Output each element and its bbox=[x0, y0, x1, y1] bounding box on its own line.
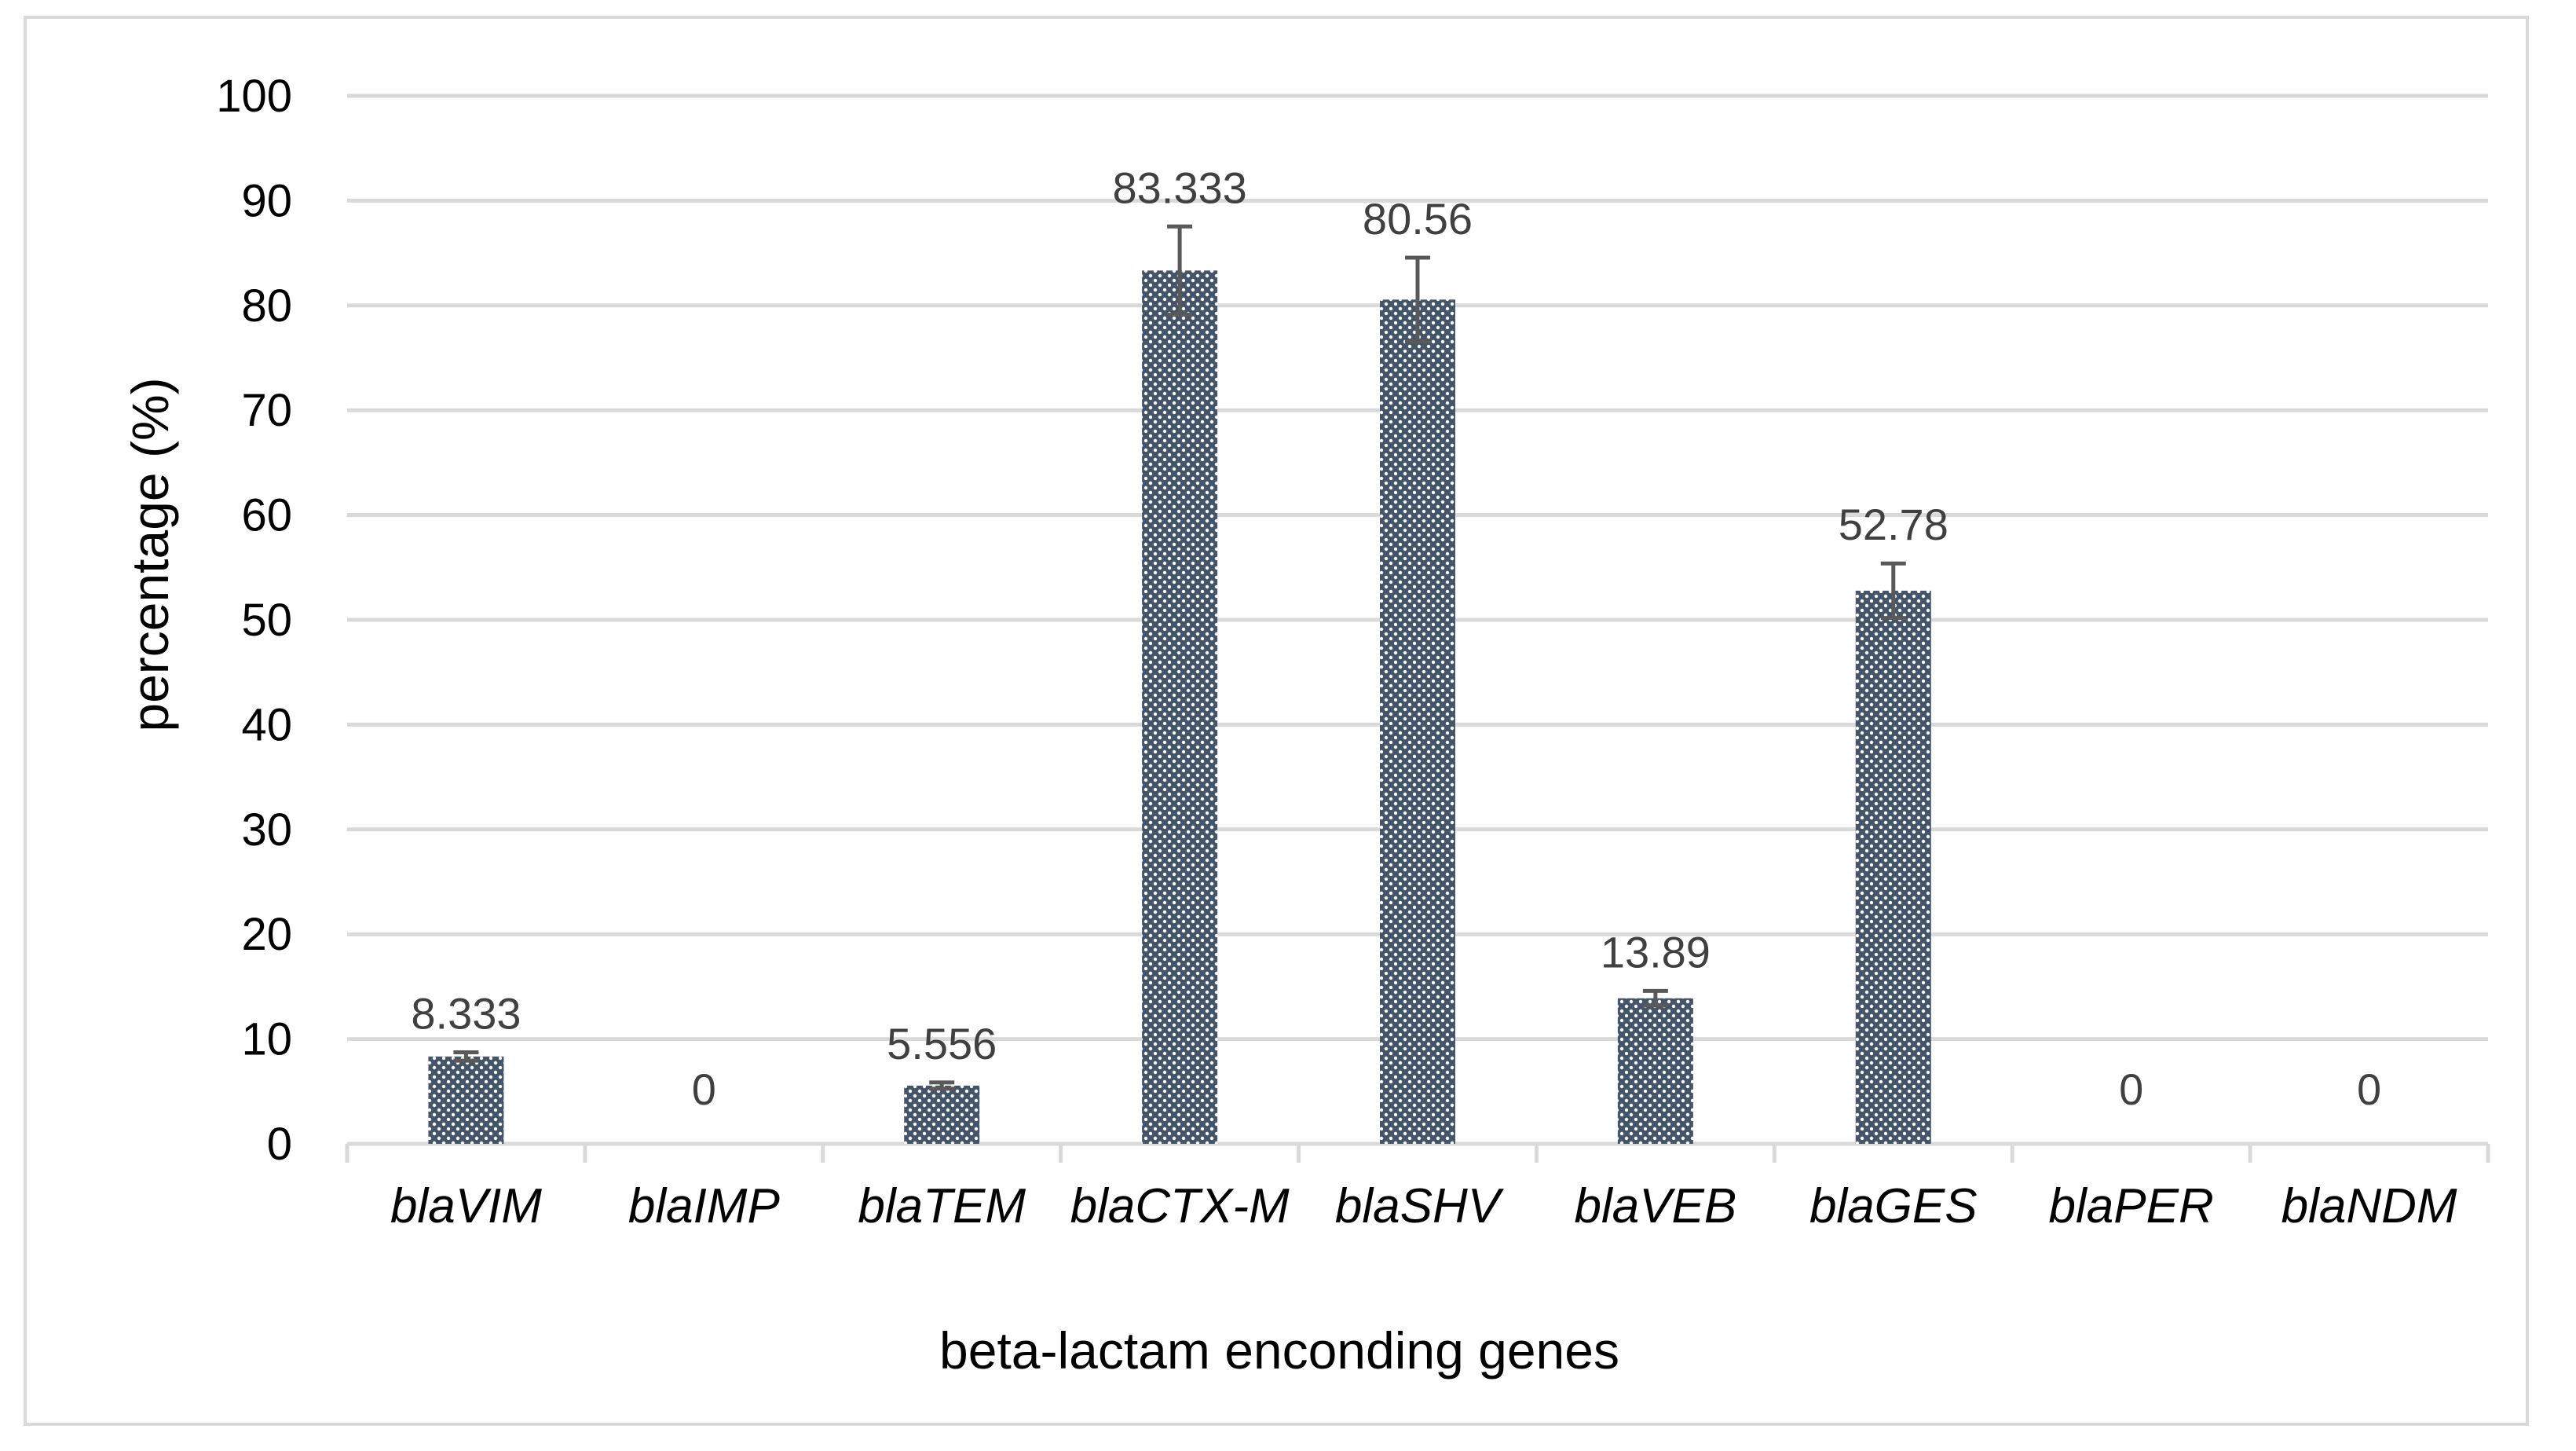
y-tick-label: 0 bbox=[267, 1119, 292, 1170]
y-tick-label: 80 bbox=[241, 280, 292, 332]
chart-frame: 0 10 20 30 40 50 60 70 80 90 100 blaVIM blaIMP blaTEM… bbox=[24, 16, 2529, 1426]
x-tick-label-blaTEM: blaTEM bbox=[858, 1179, 1026, 1233]
y-tick-label: 30 bbox=[241, 804, 292, 856]
data-label-blaIMP: 0 bbox=[692, 1064, 716, 1114]
data-label-blaSHV: 80.56 bbox=[1363, 194, 1473, 244]
x-tick-label-blaSHV: blaSHV bbox=[1335, 1179, 1505, 1233]
bar-blaVIM bbox=[428, 1056, 504, 1144]
x-tick-label-blaGES: blaGES bbox=[1809, 1179, 1978, 1233]
bar-blaGES bbox=[1855, 590, 1931, 1144]
y-tick-label: 100 bbox=[216, 71, 292, 122]
y-tick-label: 20 bbox=[241, 909, 292, 960]
x-tick-label-blaPER: blaPER bbox=[2049, 1179, 2214, 1233]
data-label-blaVIM: 8.333 bbox=[411, 989, 521, 1039]
x-tick-label-blaVIM: blaVIM bbox=[390, 1179, 542, 1233]
data-label-blaNDM: 0 bbox=[2357, 1064, 2381, 1114]
y-tick-label: 40 bbox=[241, 699, 292, 750]
data-label-blaGES: 52.78 bbox=[1839, 500, 1948, 549]
x-tick-label-blaNDM: blaNDM bbox=[2281, 1179, 2457, 1233]
y-tick-label: 50 bbox=[241, 595, 292, 646]
y-axis-title: percentage (%) bbox=[121, 377, 179, 731]
bar-chart: 0 10 20 30 40 50 60 70 80 90 100 blaVIM blaIMP blaTEM… bbox=[121, 71, 2490, 1380]
bar-blaTEM bbox=[904, 1085, 980, 1144]
bar-blaSHV bbox=[1380, 299, 1455, 1144]
y-tick-label: 60 bbox=[241, 490, 292, 541]
x-tick-label-blaVEB: blaVEB bbox=[1574, 1179, 1736, 1233]
data-label-blaTEM: 5.556 bbox=[887, 1019, 997, 1068]
bar-blaCTX-M bbox=[1142, 270, 1218, 1144]
data-label-blaPER: 0 bbox=[2119, 1064, 2143, 1114]
bar-blaVEB bbox=[1617, 998, 1693, 1144]
data-label-blaVEB: 13.89 bbox=[1601, 927, 1711, 976]
data-label-blaCTX-M: 83.333 bbox=[1112, 163, 1246, 212]
y-tick-label: 10 bbox=[241, 1014, 292, 1065]
x-axis-title: beta-lactam enconding genes bbox=[939, 1321, 1619, 1380]
y-tick-label: 70 bbox=[241, 385, 292, 436]
y-tick-label: 90 bbox=[241, 175, 292, 226]
x-tick-label-blaIMP: blaIMP bbox=[628, 1179, 780, 1233]
x-tick-label-blaCTX-M: blaCTX-M bbox=[1070, 1179, 1290, 1233]
